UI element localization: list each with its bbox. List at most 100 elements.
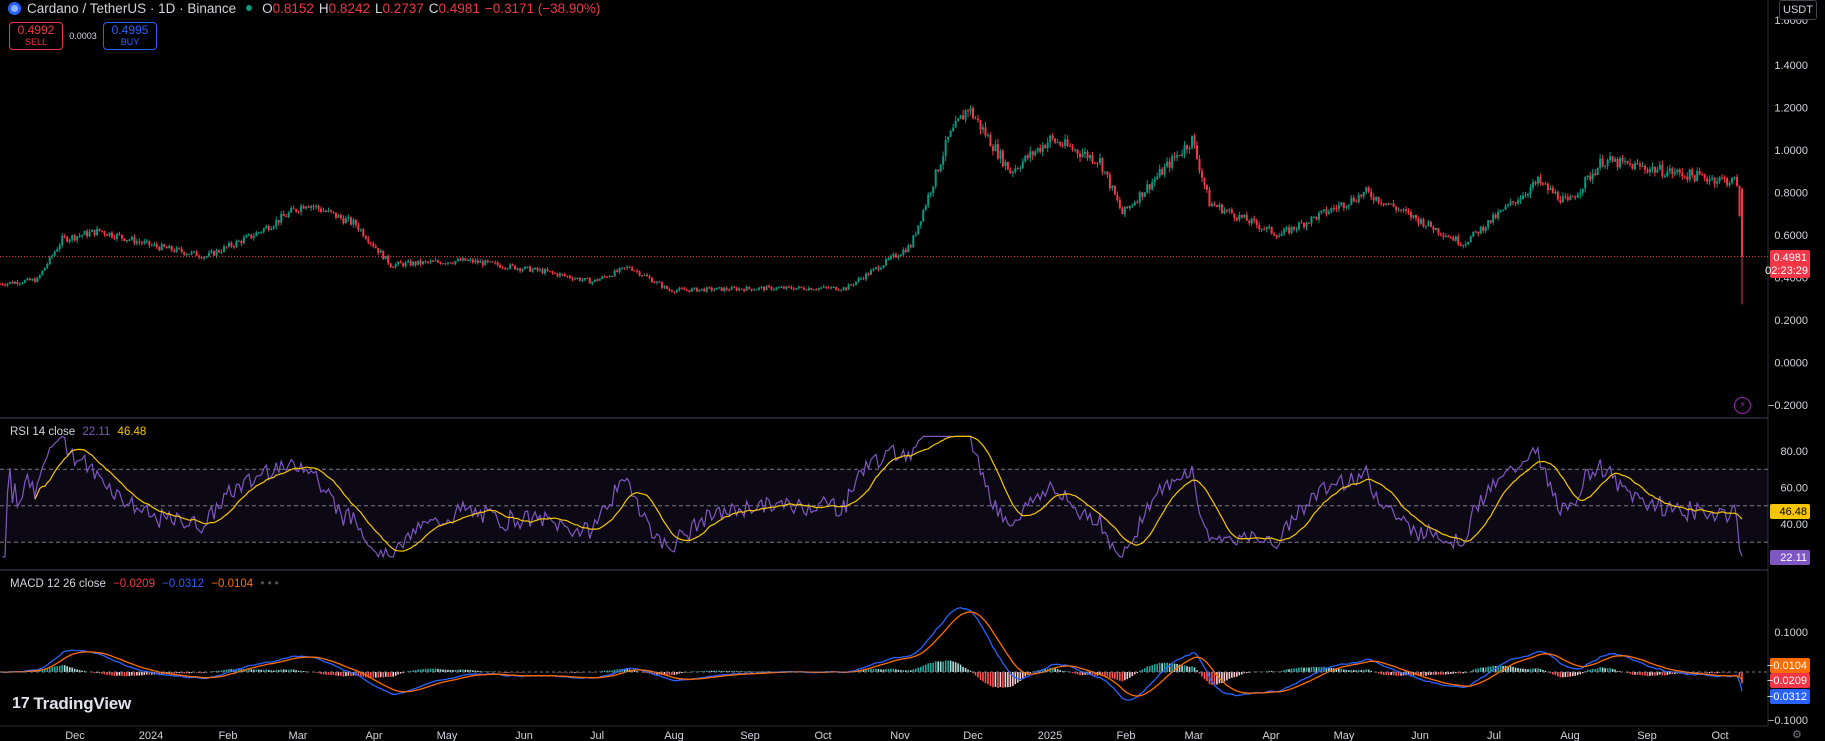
candle-body: [344, 218, 347, 224]
candle-body: [529, 266, 532, 272]
price-axis-label: 0.8000: [1774, 188, 1808, 200]
currency-selector[interactable]: USDT: [1779, 0, 1817, 20]
price-axis-label: 0.0000: [1774, 358, 1808, 370]
candle-body: [1591, 173, 1594, 180]
candle-body: [1698, 171, 1701, 175]
macd-hist-bar: [287, 669, 290, 672]
candle-body: [700, 288, 703, 290]
sell-button[interactable]: 0.4992 SELL: [9, 22, 63, 50]
macd-hist-bar: [934, 661, 937, 672]
macd-hist-bar: [459, 669, 462, 672]
candle-body: [230, 242, 233, 247]
macd-hist-bar: [1512, 666, 1514, 672]
candle-body: [404, 262, 407, 267]
candle-body: [352, 219, 355, 225]
ohlc-value: −0.3171 (−38.90%): [484, 0, 601, 16]
macd-hist-bar: [514, 672, 516, 673]
candle-body: [250, 234, 253, 239]
candle-body: [1260, 228, 1263, 230]
candle-body: [959, 115, 962, 119]
candle-body: [670, 290, 673, 292]
macd-hist-bar: [992, 672, 994, 688]
settings-gear-icon[interactable]: ⚙: [1792, 729, 1802, 741]
macd-hist-bar: [1626, 672, 1629, 674]
candle-body: [1355, 201, 1358, 203]
macd-hist-bar: [1133, 672, 1136, 675]
candle-body: [227, 242, 230, 247]
macd-hist-bar: [1669, 672, 1671, 675]
candle-body: [1350, 197, 1353, 205]
sell-price: 0.4992: [17, 23, 55, 37]
buy-button[interactable]: 0.4995 BUY: [103, 22, 157, 50]
macd-hist-bar: [616, 669, 618, 672]
candle-body: [1631, 163, 1634, 170]
macd-hist-bar: [1631, 672, 1634, 675]
candle-body: [1006, 161, 1009, 170]
macd-hist-bar: [1589, 669, 1591, 672]
candle-body: [1648, 169, 1651, 173]
candle-body: [1736, 176, 1739, 186]
more-dots-icon[interactable]: • • •: [260, 578, 279, 590]
candle-body: [170, 245, 173, 251]
rsi-legend[interactable]: RSI 14 close 22.11 46.48: [10, 426, 146, 438]
candle-body: [1161, 168, 1164, 175]
candle-body: [827, 287, 830, 289]
candle-body: [999, 150, 1002, 159]
candle-body: [1253, 218, 1256, 221]
macd-hist-bar: [1708, 672, 1711, 674]
candle-body: [792, 288, 795, 290]
ohlc-value: 0.2737: [382, 0, 424, 16]
macd-hist-bar: [477, 670, 479, 672]
candle-body: [879, 267, 882, 270]
macd-hist-bar: [681, 672, 683, 674]
candle-body: [902, 249, 905, 255]
candle-body: [491, 261, 494, 263]
candle-body: [877, 267, 880, 270]
macd-hist-bar: [83, 670, 86, 672]
candle-body: [593, 279, 596, 282]
macd-hist-bar: [367, 672, 370, 678]
candle-body: [1731, 178, 1734, 184]
market-status-dot-icon: [246, 5, 253, 11]
macd-hist-bar: [1221, 672, 1223, 683]
candle-body: [225, 246, 228, 248]
candle-body: [1215, 205, 1218, 207]
macd-hist-bar: [972, 672, 974, 674]
candle-body: [1223, 210, 1226, 214]
symbol-title[interactable]: Cardano / TetherUS · 1D · Binance: [27, 0, 237, 16]
lightning-icon[interactable]: ⚡: [1734, 397, 1751, 414]
candle-body: [1146, 184, 1149, 193]
symbol-header[interactable]: Cardano / TetherUS · 1D · Binance O0.815…: [8, 0, 605, 16]
macd-hist-bar: [1288, 669, 1290, 672]
candle-body: [1317, 212, 1320, 220]
macd-legend[interactable]: MACD 12 26 close −0.0209 −0.0312 −0.0104…: [10, 578, 279, 590]
candle-body: [852, 284, 855, 286]
macd-hist-bar: [462, 669, 464, 672]
candle-body: [924, 205, 927, 211]
macd-hist-bar: [56, 666, 59, 672]
macd-hist-bar: [1119, 672, 1121, 681]
macd-hist-bar: [464, 669, 467, 672]
candle-body: [1039, 147, 1042, 152]
candle-body: [857, 278, 860, 282]
macd-title: MACD 12 26 close: [10, 578, 106, 590]
ohlc-key: O: [262, 0, 273, 16]
candle-body: [1103, 171, 1106, 173]
candle-body: [86, 231, 89, 237]
candle-body: [1081, 153, 1084, 157]
macd-hist-bar: [984, 672, 987, 684]
macd-hist-bar: [1153, 664, 1156, 672]
macd-hist-bar: [98, 672, 101, 674]
candle-body: [1325, 209, 1328, 214]
macd-hist-bar: [1497, 665, 1499, 672]
candle-body: [1701, 174, 1704, 176]
macd-hist-bar: [377, 672, 380, 678]
candle-body: [1504, 205, 1507, 210]
candle-body: [1300, 222, 1303, 224]
macd-hist-bar: [387, 672, 390, 677]
macd-hist-bar: [1674, 672, 1676, 675]
candle-body: [616, 270, 619, 272]
candle-body: [1479, 226, 1482, 234]
candle-body: [1377, 197, 1380, 203]
